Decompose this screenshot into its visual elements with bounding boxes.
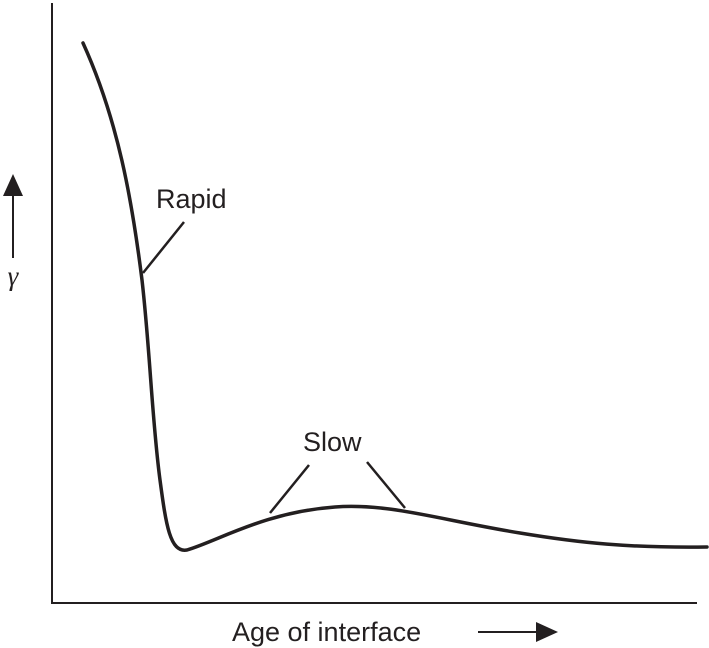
surface-tension-curve	[81, 41, 709, 552]
slow-leader-line-left	[269, 464, 310, 514]
rapid-annotation: Rapid	[156, 184, 227, 214]
y-axis-label: γ	[8, 261, 20, 291]
y-axis-arrow-icon	[3, 174, 23, 258]
slow-annotation: Slow	[303, 427, 362, 457]
x-axis-label: Age of interface	[232, 617, 421, 647]
slow-leader-line-right	[366, 461, 406, 509]
rapid-leader-line	[142, 221, 185, 274]
x-axis-arrow-icon	[478, 622, 558, 642]
